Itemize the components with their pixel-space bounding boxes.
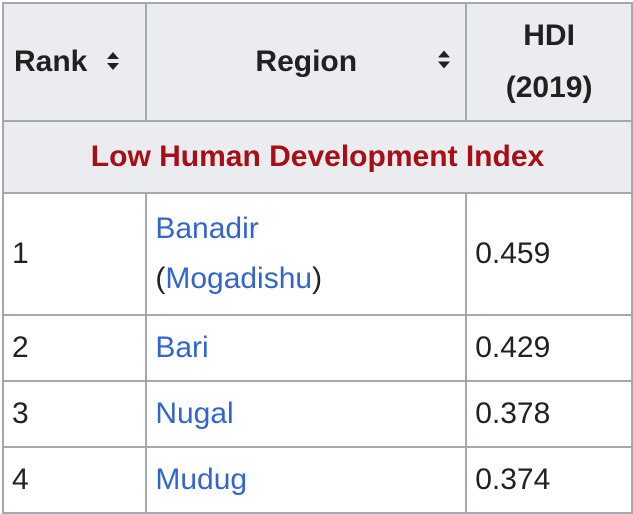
region-link[interactable]: Nugal	[155, 397, 234, 430]
rank-cell: 1	[1, 192, 148, 316]
region-header-label: Region	[255, 45, 358, 78]
region-link[interactable]: Banadir	[155, 212, 259, 245]
city-link[interactable]: Mogadishu	[165, 262, 313, 295]
group-label: Low Human Development Index	[2, 120, 633, 194]
region-cell: Bari	[145, 314, 468, 382]
sort-icon[interactable]	[437, 50, 451, 75]
rank-cell: 4	[1, 446, 148, 514]
hdi-header-year: (2019)	[505, 71, 593, 104]
table-row: 4 Mudug 0.374	[1, 446, 633, 514]
region-link[interactable]: Bari	[155, 331, 209, 364]
rank-column-header[interactable]: Rank	[1, 2, 148, 122]
region-cell: Banadir (Mogadishu)	[145, 192, 468, 316]
table-row: 1 Banadir (Mogadishu) 0.459	[1, 192, 633, 316]
group-row: Low Human Development Index	[2, 120, 633, 194]
hdi-cell: 0.459	[465, 192, 633, 316]
region-link[interactable]: Mudug	[155, 463, 248, 496]
hdi-cell: 0.429	[465, 314, 633, 382]
table-row: 2 Bari 0.429	[1, 314, 633, 382]
hdi-header-label: HDI	[523, 19, 575, 52]
region-cell: Nugal	[145, 380, 468, 448]
rank-cell: 2	[1, 314, 148, 382]
rank-header-label: Rank	[14, 45, 88, 78]
header-row: Rank Region HDI (2019)	[1, 2, 633, 122]
paren-close: )	[312, 262, 323, 295]
region-column-header[interactable]: Region	[145, 2, 468, 122]
region-cell: Mudug	[145, 446, 468, 514]
rank-cell: 3	[1, 380, 148, 448]
hdi-cell: 0.378	[465, 380, 633, 448]
hdi-column-header[interactable]: HDI (2019)	[465, 2, 633, 122]
hdi-cell: 0.374	[465, 446, 633, 514]
paren-open: (	[155, 262, 166, 295]
sort-icon[interactable]	[106, 51, 120, 76]
table-row: 3 Nugal 0.378	[1, 380, 633, 448]
